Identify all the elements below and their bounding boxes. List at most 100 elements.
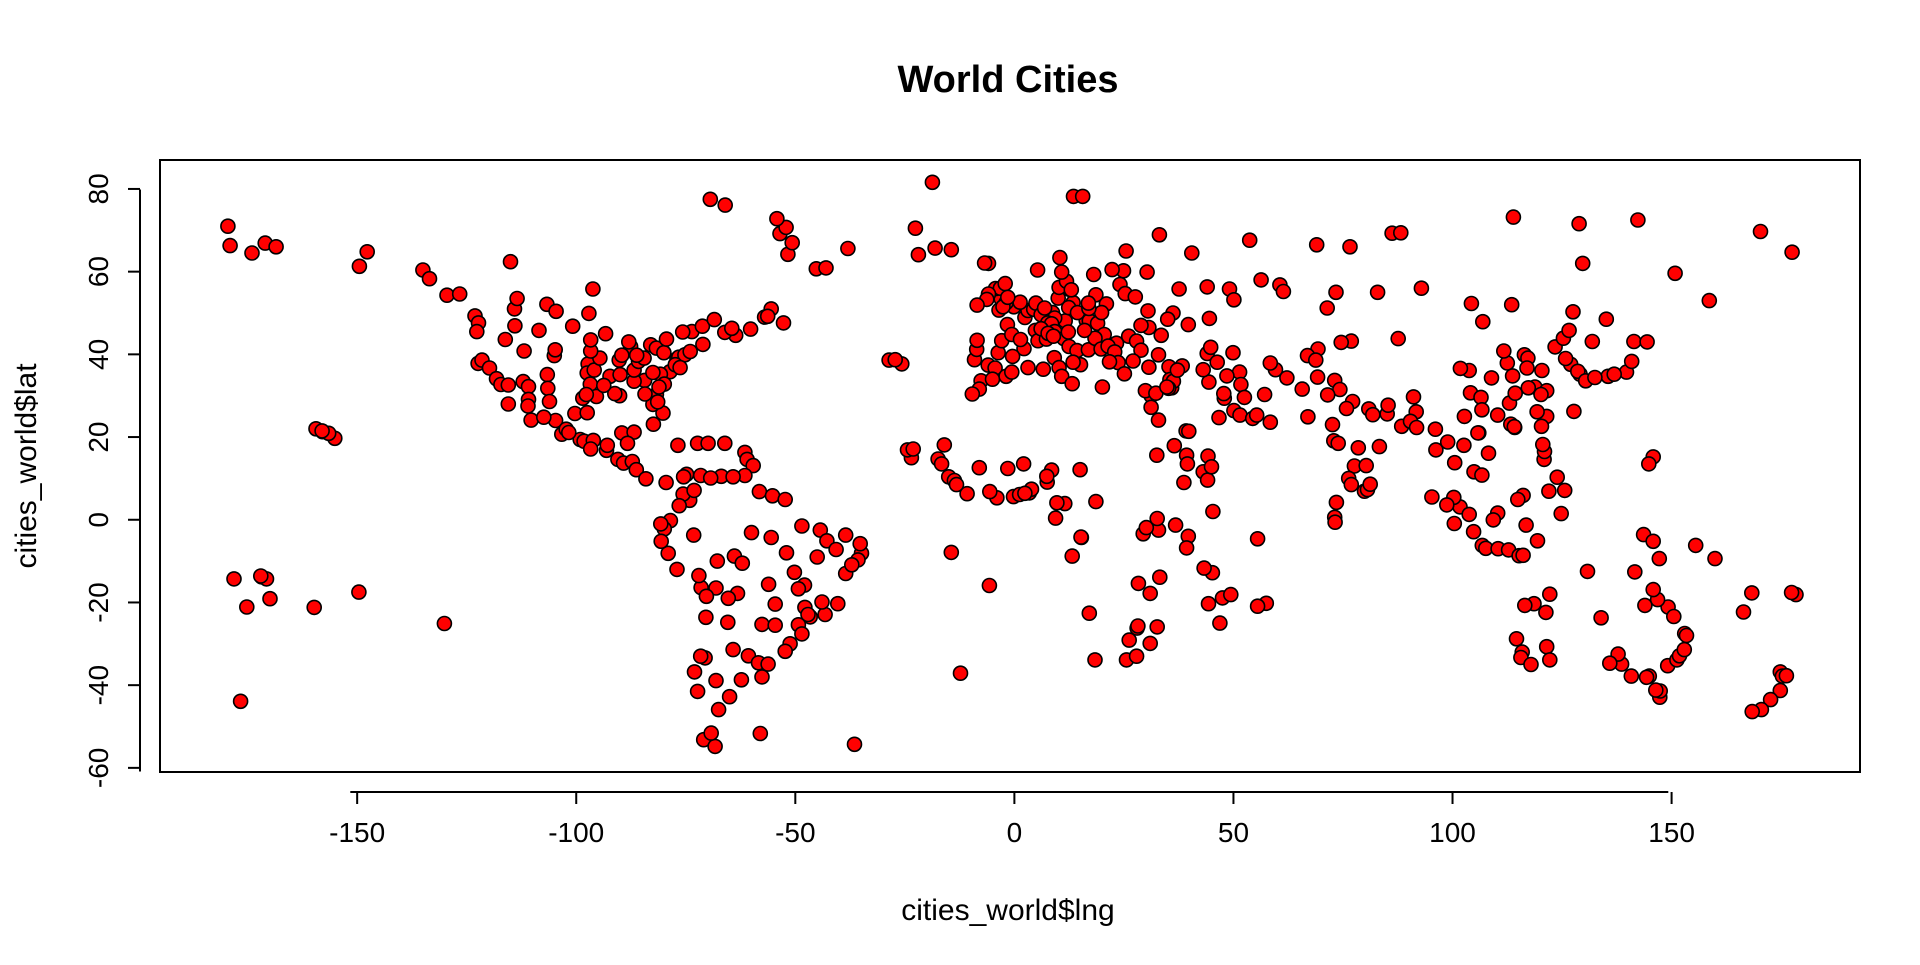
city-point xyxy=(1328,284,1344,301)
city-point xyxy=(1319,300,1335,316)
x-tick-label: 0 xyxy=(1007,817,1023,848)
city-point xyxy=(1744,585,1760,601)
city-point xyxy=(1606,366,1622,383)
city-point xyxy=(1637,597,1653,614)
city-point xyxy=(645,364,661,381)
city-point xyxy=(1020,359,1036,376)
city-point xyxy=(564,318,581,335)
city-point xyxy=(672,359,688,376)
city-point xyxy=(1342,239,1358,255)
city-point xyxy=(1507,385,1523,402)
city-point xyxy=(628,461,645,478)
city-point xyxy=(1465,523,1482,540)
city-point xyxy=(1262,414,1279,431)
city-point xyxy=(626,424,642,440)
plot-frame xyxy=(159,159,1861,773)
city-point xyxy=(1180,316,1197,333)
city-point xyxy=(760,656,776,672)
city-point xyxy=(1088,493,1104,510)
city-point xyxy=(1249,530,1266,547)
city-point xyxy=(306,599,323,616)
city-point xyxy=(507,317,523,334)
city-point xyxy=(613,347,630,364)
city-point xyxy=(674,324,691,340)
city-point xyxy=(1428,442,1444,458)
city-point xyxy=(1744,703,1760,720)
city-point xyxy=(1475,313,1491,330)
city-point xyxy=(1073,529,1089,545)
city-point xyxy=(1203,458,1220,475)
city-point xyxy=(652,516,669,532)
city-point xyxy=(620,334,637,350)
city-point xyxy=(843,556,860,573)
city-point xyxy=(1169,362,1186,378)
city-point xyxy=(1036,300,1053,316)
city-point xyxy=(1166,437,1183,454)
city-point xyxy=(763,529,780,546)
city-point xyxy=(606,385,623,402)
city-point xyxy=(612,366,628,383)
city-point xyxy=(1571,215,1587,232)
city-point xyxy=(1248,407,1265,423)
city-point xyxy=(585,281,601,297)
city-point xyxy=(1651,550,1668,567)
city-point xyxy=(1508,630,1525,647)
city-point xyxy=(651,379,667,395)
city-point xyxy=(1534,362,1550,379)
city-point xyxy=(1626,333,1642,350)
city-point xyxy=(1452,360,1469,377)
city-point xyxy=(1520,379,1537,396)
city-point xyxy=(520,378,537,395)
city-point xyxy=(703,725,720,741)
city-point xyxy=(675,468,692,485)
city-point xyxy=(817,606,833,623)
city-point xyxy=(710,701,727,718)
y-tick-label: 80 xyxy=(83,173,114,204)
city-point xyxy=(252,568,269,584)
y-tick-label: 40 xyxy=(83,339,114,370)
city-point xyxy=(745,457,762,474)
city-point xyxy=(686,482,702,499)
x-tick-label: -150 xyxy=(329,817,385,848)
city-point xyxy=(999,460,1016,477)
city-point xyxy=(1485,512,1502,528)
city-point xyxy=(1104,261,1120,278)
city-point xyxy=(927,240,943,256)
city-point xyxy=(1483,370,1500,386)
city-point xyxy=(1350,439,1367,456)
city-point xyxy=(1630,212,1646,228)
city-point xyxy=(751,483,768,500)
city-point xyxy=(1515,547,1531,564)
city-point xyxy=(691,567,707,584)
city-point xyxy=(541,393,558,410)
city-point xyxy=(742,321,759,337)
city-point xyxy=(1074,188,1091,205)
y-tick-label: 60 xyxy=(83,256,114,287)
city-point xyxy=(1565,303,1581,320)
city-point xyxy=(1004,348,1021,365)
city-point xyxy=(1638,669,1655,686)
city-point xyxy=(581,305,597,322)
y-tick-label: -60 xyxy=(83,748,114,788)
city-point xyxy=(905,441,922,457)
city-point xyxy=(1461,506,1477,523)
city-point xyxy=(547,341,564,358)
city-point xyxy=(702,470,719,486)
city-point xyxy=(1639,334,1655,350)
city-point xyxy=(1506,418,1523,435)
city-point xyxy=(924,174,941,191)
city-point xyxy=(1541,483,1557,500)
city-point xyxy=(1533,418,1550,435)
city-point xyxy=(520,398,536,414)
city-point xyxy=(1529,532,1546,549)
city-point xyxy=(1405,389,1422,405)
city-point xyxy=(539,380,556,397)
city-point xyxy=(560,424,577,441)
city-point xyxy=(1408,419,1425,436)
city-point xyxy=(1496,343,1512,359)
city-point xyxy=(1060,324,1077,340)
city-point xyxy=(686,664,703,680)
city-point xyxy=(1362,476,1378,493)
